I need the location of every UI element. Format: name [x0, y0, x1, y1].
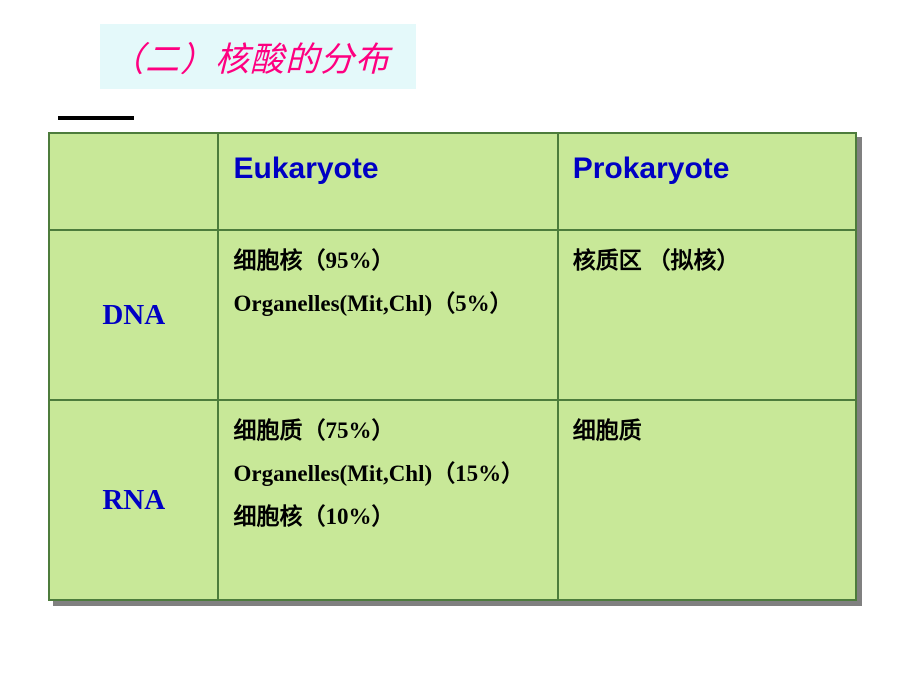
nucleic-acid-distribution-table: Eukaryote Prokaryote DNA 细胞核（95%） Organe…: [48, 132, 857, 601]
row-label-rna: RNA: [49, 400, 218, 600]
rna-eukaryote-line2: Organelles(Mit,Chl)（15%）: [233, 456, 542, 493]
slide-title: （二）核酸的分布: [110, 42, 390, 79]
dna-eukaryote-line1: 细胞核（95%）: [233, 243, 542, 280]
dna-prokaryote-line1: 核质区 （拟核）: [573, 243, 841, 280]
cell-rna-eukaryote: 细胞质（75%） Organelles(Mit,Chl)（15%） 细胞核（10…: [218, 400, 557, 600]
header-blank: [49, 133, 218, 230]
header-prokaryote: Prokaryote: [558, 133, 856, 230]
dna-eukaryote-line2: Organelles(Mit,Chl)（5%）: [233, 286, 542, 323]
rna-eukaryote-line1: 细胞质（75%）: [233, 413, 542, 450]
table-row-dna: DNA 细胞核（95%） Organelles(Mit,Chl)（5%） 核质区…: [49, 230, 856, 400]
title-underline: [58, 116, 134, 120]
cell-rna-prokaryote: 细胞质: [558, 400, 856, 600]
title-container: （二）核酸的分布: [100, 24, 416, 89]
row-label-dna: DNA: [49, 230, 218, 400]
rna-prokaryote-line1: 细胞质: [573, 413, 841, 450]
rna-eukaryote-line3: 细胞核（10%）: [233, 499, 542, 536]
header-eukaryote: Eukaryote: [218, 133, 557, 230]
cell-dna-prokaryote: 核质区 （拟核）: [558, 230, 856, 400]
table-row-rna: RNA 细胞质（75%） Organelles(Mit,Chl)（15%） 细胞…: [49, 400, 856, 600]
cell-dna-eukaryote: 细胞核（95%） Organelles(Mit,Chl)（5%）: [218, 230, 557, 400]
table-header-row: Eukaryote Prokaryote: [49, 133, 856, 230]
